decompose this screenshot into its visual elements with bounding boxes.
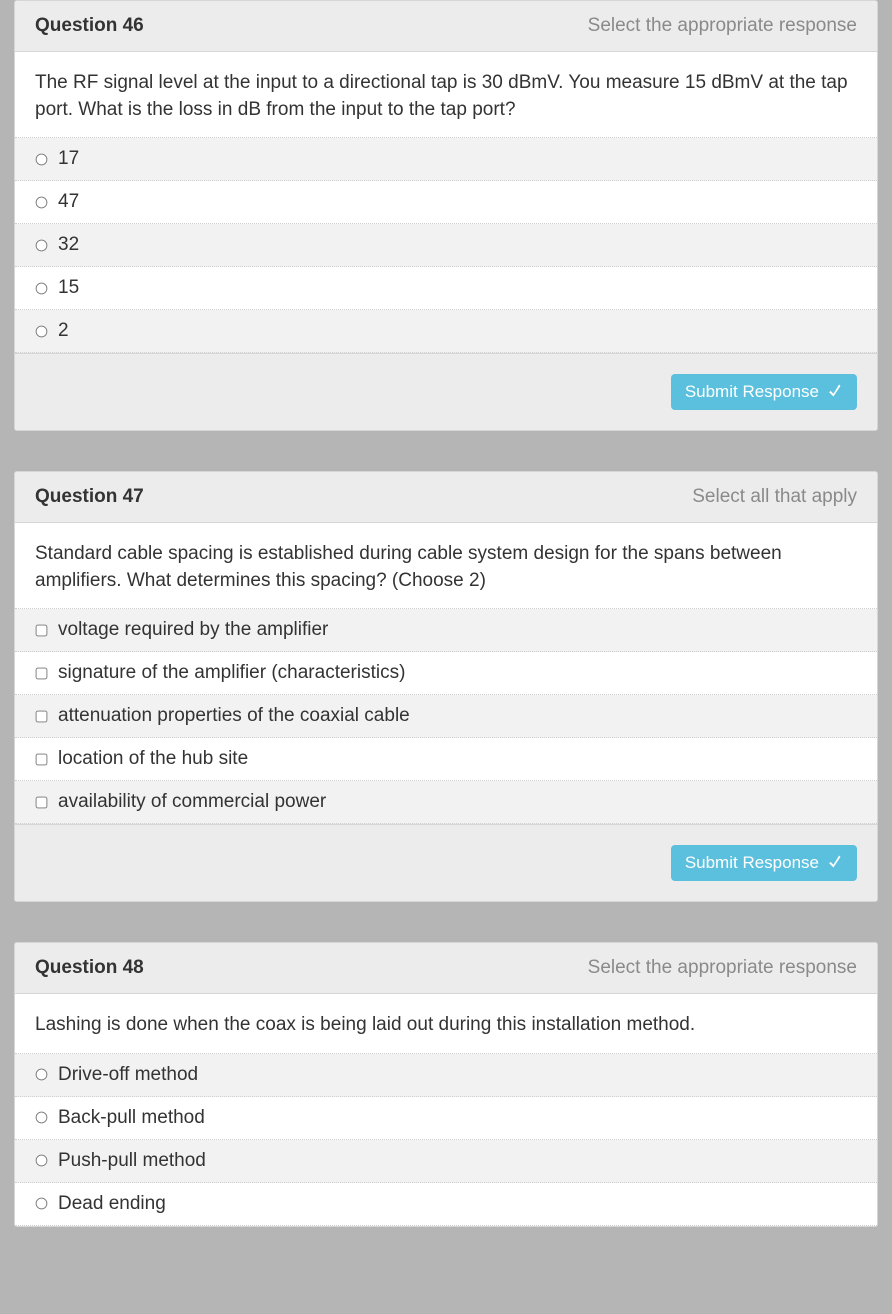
option-radio[interactable] bbox=[36, 239, 48, 251]
option-row[interactable]: availability of commercial power bbox=[15, 781, 877, 824]
option-label: Push-pull method bbox=[58, 1150, 206, 1172]
question-header: Question 46 Select the appropriate respo… bbox=[15, 1, 877, 52]
option-label: Back-pull method bbox=[58, 1107, 205, 1129]
option-row[interactable]: location of the hub site bbox=[15, 738, 877, 781]
option-radio[interactable] bbox=[36, 1069, 48, 1081]
option-checkbox[interactable] bbox=[36, 625, 48, 637]
option-checkbox[interactable] bbox=[36, 668, 48, 680]
question-title: Question 48 bbox=[35, 957, 144, 979]
option-checkbox[interactable] bbox=[36, 797, 48, 809]
options-list: voltage required by the amplifier signat… bbox=[15, 609, 877, 824]
question-title: Question 46 bbox=[35, 15, 144, 37]
question-card: Question 48 Select the appropriate respo… bbox=[14, 942, 878, 1227]
option-label: 2 bbox=[58, 320, 69, 342]
submit-label: Submit Response bbox=[685, 382, 819, 402]
option-row[interactable]: 2 bbox=[15, 310, 877, 353]
option-label: attenuation properties of the coaxial ca… bbox=[58, 705, 410, 727]
option-radio[interactable] bbox=[36, 282, 48, 294]
option-checkbox[interactable] bbox=[36, 754, 48, 766]
option-row[interactable]: attenuation properties of the coaxial ca… bbox=[15, 695, 877, 738]
submit-response-button[interactable]: Submit Response bbox=[671, 845, 857, 881]
option-label: Drive-off method bbox=[58, 1064, 198, 1086]
option-row[interactable]: Push-pull method bbox=[15, 1140, 877, 1183]
option-row[interactable]: 47 bbox=[15, 181, 877, 224]
option-row[interactable]: Dead ending bbox=[15, 1183, 877, 1226]
question-instruction: Select the appropriate response bbox=[588, 15, 857, 37]
option-row[interactable]: 17 bbox=[15, 138, 877, 181]
question-header: Question 48 Select the appropriate respo… bbox=[15, 943, 877, 994]
option-radio[interactable] bbox=[36, 1112, 48, 1124]
option-label: 47 bbox=[58, 191, 79, 213]
question-title: Question 47 bbox=[35, 486, 144, 508]
submit-response-button[interactable]: Submit Response bbox=[671, 374, 857, 410]
submit-label: Submit Response bbox=[685, 853, 819, 873]
option-row[interactable]: voltage required by the amplifier bbox=[15, 609, 877, 652]
option-radio[interactable] bbox=[36, 1198, 48, 1210]
option-row[interactable]: Back-pull method bbox=[15, 1097, 877, 1140]
options-list: 17 47 32 15 2 bbox=[15, 138, 877, 353]
question-card: Question 46 Select the appropriate respo… bbox=[14, 0, 878, 431]
question-footer: Submit Response bbox=[15, 353, 877, 430]
option-label: 17 bbox=[58, 148, 79, 170]
question-prompt: Standard cable spacing is established du… bbox=[15, 523, 877, 609]
question-footer: Submit Response bbox=[15, 824, 877, 901]
option-row[interactable]: Drive-off method bbox=[15, 1054, 877, 1097]
option-radio[interactable] bbox=[36, 153, 48, 165]
option-label: voltage required by the amplifier bbox=[58, 619, 328, 641]
option-label: Dead ending bbox=[58, 1193, 166, 1215]
option-label: location of the hub site bbox=[58, 748, 248, 770]
question-prompt: The RF signal level at the input to a di… bbox=[15, 52, 877, 138]
options-list: Drive-off method Back-pull method Push-p… bbox=[15, 1054, 877, 1226]
option-label: 32 bbox=[58, 234, 79, 256]
option-label: availability of commercial power bbox=[58, 791, 326, 813]
option-radio[interactable] bbox=[36, 325, 48, 337]
option-row[interactable]: 32 bbox=[15, 224, 877, 267]
question-prompt: Lashing is done when the coax is being l… bbox=[15, 994, 877, 1054]
option-checkbox[interactable] bbox=[36, 711, 48, 723]
question-card: Question 47 Select all that apply Standa… bbox=[14, 471, 878, 902]
option-label: 15 bbox=[58, 277, 79, 299]
question-instruction: Select all that apply bbox=[692, 486, 857, 508]
question-header: Question 47 Select all that apply bbox=[15, 472, 877, 523]
question-instruction: Select the appropriate response bbox=[588, 957, 857, 979]
check-icon bbox=[827, 855, 843, 871]
check-icon bbox=[827, 384, 843, 400]
option-radio[interactable] bbox=[36, 196, 48, 208]
option-radio[interactable] bbox=[36, 1155, 48, 1167]
option-row[interactable]: signature of the amplifier (characterist… bbox=[15, 652, 877, 695]
option-label: signature of the amplifier (characterist… bbox=[58, 662, 405, 684]
option-row[interactable]: 15 bbox=[15, 267, 877, 310]
